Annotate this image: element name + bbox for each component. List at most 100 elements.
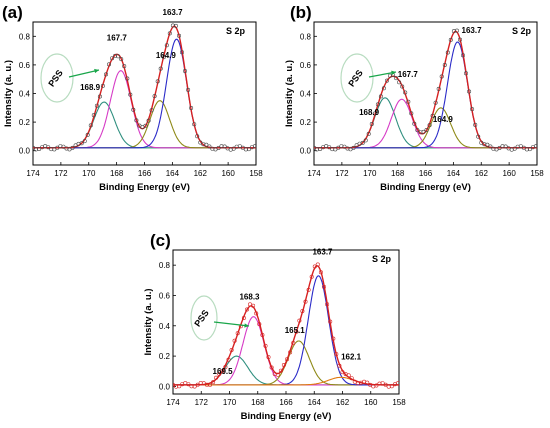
raw-data-point [328, 319, 333, 324]
raw-data-point [473, 122, 478, 127]
raw-data-point [170, 23, 175, 28]
raw-data-point [403, 90, 408, 95]
raw-data-point [460, 53, 465, 58]
raw-data-point [33, 145, 35, 150]
raw-data-point [237, 144, 242, 149]
raw-data-point [479, 140, 484, 145]
y-axis-title: Intensity (a. u.) [3, 60, 14, 127]
raw-data-point [254, 311, 259, 316]
raw-data-point [485, 142, 490, 147]
x-tick-label: 158 [392, 398, 406, 407]
raw-data-point [378, 94, 383, 99]
curves [173, 262, 399, 389]
raw-data-point [374, 383, 379, 388]
x-tick-label: 170 [363, 169, 377, 178]
raw-data-point [384, 78, 389, 83]
raw-data-point [128, 92, 133, 97]
peak-label: 169.5 [213, 367, 234, 376]
raw-data-point [368, 382, 373, 387]
x-tick-label: 162 [475, 169, 489, 178]
raw-data-point [336, 145, 341, 150]
component-peak-167.7 [33, 70, 256, 149]
chart-panel-b: (b) S 2p 174 172 170 168 166 164 162 160 158 0.0 0.2… [284, 3, 544, 193]
raw-data-point [412, 121, 417, 126]
raw-data-point [467, 89, 472, 94]
raw-data-point [380, 381, 385, 386]
region-label: S 2p [226, 26, 246, 36]
envelope-fit [33, 25, 256, 149]
raw-data-point [381, 86, 386, 91]
raw-data-point [337, 363, 342, 368]
raw-data-point [331, 336, 336, 341]
raw-data-point [457, 37, 462, 42]
raw-data-point [161, 55, 166, 60]
raw-data-point [91, 113, 96, 118]
y-tick-label: 0.4 [159, 322, 171, 331]
raw-data-point [291, 340, 296, 345]
raw-data-point [189, 106, 194, 111]
raw-data-point [518, 144, 523, 149]
raw-data-point [427, 123, 432, 128]
raw-data-point [82, 139, 87, 144]
x-tick-label: 162 [336, 398, 350, 407]
raw-data-point [300, 309, 305, 314]
x-axis-title: Binding Energy (eV) [380, 182, 471, 193]
pss-arrowhead [94, 68, 99, 74]
raw-data-point [394, 76, 399, 81]
envelope-fit [173, 265, 399, 386]
raw-data-point [521, 145, 526, 150]
x-tick-label: 166 [419, 169, 433, 178]
plot-frame [172, 249, 400, 395]
x-tick-label: 168 [391, 169, 405, 178]
raw-data-point [315, 262, 320, 267]
raw-data-point [327, 145, 332, 150]
raw-data-point [309, 274, 314, 279]
pss-arrow [68, 69, 100, 78]
raw-data-point [97, 94, 102, 99]
raw-data-point [433, 100, 438, 105]
raw-data-point [406, 99, 411, 104]
raw-data-point [352, 379, 357, 384]
raw-data-point [198, 140, 203, 145]
region-label: S 2p [372, 254, 392, 264]
raw-data-point [314, 145, 316, 150]
x-tick-label: 162 [194, 169, 208, 178]
raw-data-point [297, 318, 302, 323]
x-axis-title: Binding Energy (eV) [241, 411, 332, 422]
raw-data-point [79, 141, 84, 146]
y-tick-label: 0.0 [19, 147, 31, 156]
raw-data-point [100, 83, 105, 88]
raw-data-point [503, 144, 508, 149]
raw-data-point [207, 144, 212, 149]
component-peak-168.9 [314, 97, 537, 149]
raw-data-point [246, 147, 251, 152]
raw-data-point [306, 287, 311, 292]
raw-data-point [383, 382, 388, 387]
raw-data-point [241, 315, 246, 320]
peak-label: 168.9 [80, 83, 101, 92]
peak-label: 167.7 [107, 34, 128, 43]
raw-data-point [439, 74, 444, 79]
raw-data-point [284, 357, 289, 362]
raw-data-point [192, 122, 197, 127]
raw-data-point [110, 56, 115, 61]
pss-ellipse [190, 295, 218, 341]
raw-data-point [217, 371, 222, 376]
raw-data-point [177, 384, 182, 389]
raw-data-point [442, 62, 447, 67]
raw-data-point [321, 284, 326, 289]
raw-data-point [278, 368, 283, 373]
raw-data-point [155, 79, 160, 84]
raw-data-point [186, 87, 191, 92]
raw-data-point [409, 111, 414, 116]
raw-data-point [195, 382, 200, 387]
pss-ellipse [40, 53, 74, 103]
raw-data-point [527, 147, 532, 152]
raw-data-point [281, 362, 286, 367]
raw-data-point [534, 144, 537, 149]
raw-data-point [223, 364, 228, 369]
y-tick-label: 0.6 [19, 61, 31, 70]
raw-data-point [243, 147, 248, 152]
raw-data-point [365, 380, 370, 385]
x-tick-label: 166 [279, 398, 293, 407]
